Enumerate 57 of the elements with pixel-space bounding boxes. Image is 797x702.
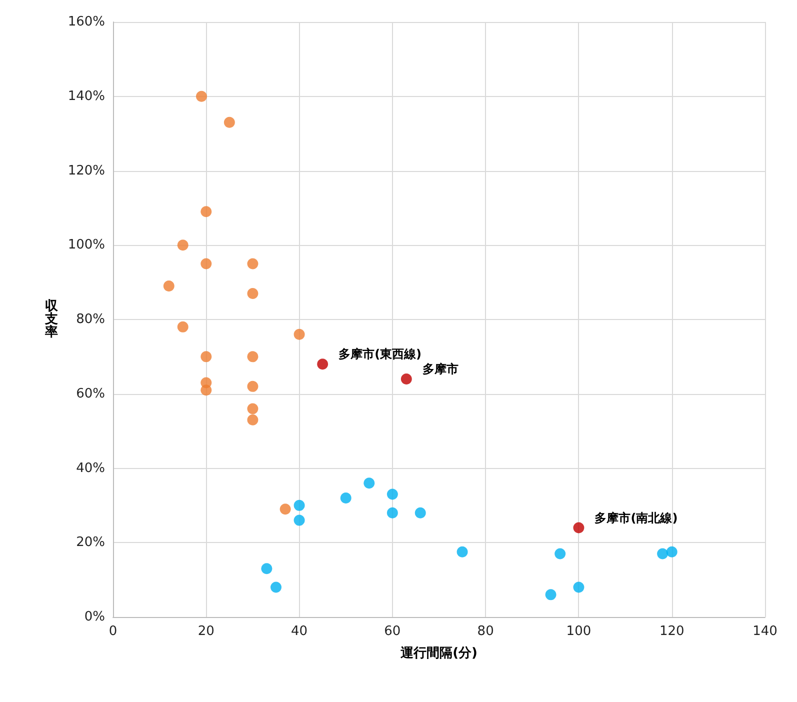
point — [386, 488, 398, 500]
point — [340, 492, 352, 504]
y-tick-label: 120% — [68, 163, 105, 178]
point — [247, 288, 258, 299]
point — [177, 321, 188, 332]
point — [247, 414, 258, 426]
point — [247, 351, 258, 362]
point — [200, 206, 212, 218]
point — [261, 563, 272, 574]
x-axis-title: 運行間隔(分) — [400, 646, 478, 661]
y-tick-label: 80% — [76, 312, 105, 327]
point — [294, 514, 305, 526]
point — [200, 258, 212, 270]
point — [554, 548, 566, 560]
x-tick-label: 80 — [477, 624, 494, 639]
y-tick-label: 0% — [84, 610, 105, 624]
y-axis-title: 収支率 — [44, 299, 59, 340]
point — [414, 507, 426, 518]
x-tick-label: 40 — [291, 624, 308, 639]
point — [200, 384, 212, 396]
point — [270, 582, 282, 593]
point — [666, 546, 678, 558]
point — [177, 240, 188, 251]
point — [573, 522, 584, 534]
point — [317, 358, 328, 370]
point — [573, 582, 584, 593]
y-tick-label: 20% — [76, 535, 105, 550]
point — [224, 116, 235, 128]
point — [247, 380, 258, 392]
point — [456, 546, 468, 558]
point — [545, 589, 556, 600]
point — [247, 258, 258, 270]
point — [247, 403, 258, 414]
point — [386, 507, 398, 518]
point — [400, 374, 412, 384]
point — [196, 90, 207, 102]
point — [364, 478, 375, 489]
x-tick-label: 120 — [659, 624, 684, 639]
point — [280, 504, 291, 515]
y-tick-label: 140% — [68, 88, 105, 104]
y-tick-label: 160% — [68, 14, 105, 30]
y-tick-label: 40% — [76, 460, 105, 476]
x-tick-label: 0 — [108, 624, 118, 639]
x-tick-label: 20 — [198, 624, 214, 639]
annotation: 多摩市(東西線) — [338, 347, 422, 362]
point — [200, 351, 212, 362]
x-tick-label: 100 — [566, 624, 592, 639]
annotation: 多摩市 — [422, 362, 458, 376]
point — [294, 500, 305, 511]
point — [657, 548, 668, 560]
x-tick-label: 60 — [384, 624, 401, 639]
point — [294, 328, 305, 340]
annotation: 多摩市(南北線) — [594, 510, 678, 525]
point — [163, 280, 174, 292]
y-tick-label: 100% — [68, 238, 105, 253]
y-tick-label: 60% — [76, 386, 105, 402]
x-tick-label: 140 — [752, 624, 778, 639]
